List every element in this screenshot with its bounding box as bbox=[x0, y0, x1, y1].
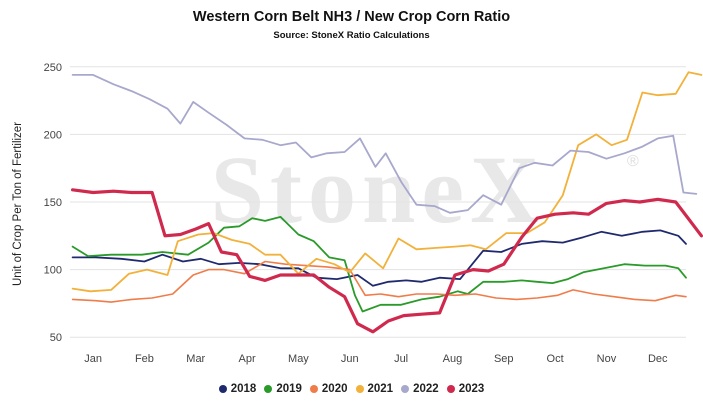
x-tick-label: Apr bbox=[239, 353, 256, 365]
y-tick-label: 250 bbox=[44, 62, 62, 74]
x-tick-label: Jun bbox=[341, 353, 359, 365]
y-tick-label: 150 bbox=[44, 197, 62, 209]
legend-swatch-icon bbox=[355, 385, 364, 393]
legend-item-2018[interactable]: 2018 bbox=[218, 383, 257, 395]
legend-label: 2021 bbox=[367, 383, 394, 395]
legend-item-2022[interactable]: 2022 bbox=[401, 383, 439, 395]
x-tick-label: Oct bbox=[547, 353, 564, 365]
x-tick-label: Jan bbox=[84, 353, 102, 365]
legend-swatch-icon bbox=[218, 385, 227, 393]
watermark-registered-mark: ® bbox=[627, 153, 639, 170]
series-line-2021 bbox=[71, 71, 703, 293]
x-tick-label: Nov bbox=[597, 353, 617, 365]
series-line-2019 bbox=[71, 215, 687, 313]
series-line-2020 bbox=[71, 260, 687, 303]
legend-swatch-icon bbox=[401, 385, 410, 393]
x-tick-label: Aug bbox=[443, 353, 463, 365]
chart-subtitle: Source: StoneX Ratio Calculations bbox=[273, 30, 430, 41]
legend-label: 2019 bbox=[276, 383, 302, 395]
y-axis-label: Unit of Crop Per Ton of Fertilizer bbox=[12, 122, 24, 286]
legend-item-2021[interactable]: 2021 bbox=[355, 383, 394, 395]
x-tick-label: Sep bbox=[494, 353, 514, 365]
legend-item-2019[interactable]: 2019 bbox=[264, 383, 302, 395]
y-tick-label: 50 bbox=[50, 332, 62, 344]
legend-item-2020[interactable]: 2020 bbox=[309, 383, 348, 395]
x-tick-label: Feb bbox=[135, 353, 154, 365]
x-tick-label: May bbox=[288, 353, 309, 365]
y-tick-label: 100 bbox=[44, 265, 62, 277]
legend-swatch-icon bbox=[309, 385, 318, 393]
legend-swatch-icon bbox=[446, 385, 455, 393]
legend-label: 2022 bbox=[413, 383, 439, 395]
x-tick-label: Dec bbox=[648, 353, 668, 365]
legend-swatch-icon bbox=[264, 385, 273, 393]
y-tick-label: 200 bbox=[44, 129, 62, 141]
chart-title: Western Corn Belt NH3 / New Crop Corn Ra… bbox=[192, 9, 511, 25]
legend-label: 2018 bbox=[230, 383, 257, 395]
legend: 2018 2019 2020 2021 2022 2023 bbox=[0, 383, 703, 396]
legend-label: 2020 bbox=[321, 383, 348, 395]
series-line-2018 bbox=[71, 229, 687, 287]
series-line-2023 bbox=[70, 188, 703, 334]
legend-label: 2023 bbox=[458, 383, 485, 395]
x-tick-label: Mar bbox=[186, 353, 205, 365]
x-tick-label: Jul bbox=[394, 353, 408, 365]
series-line-2022 bbox=[71, 74, 698, 214]
legend-item-2023[interactable]: 2023 bbox=[446, 383, 485, 395]
watermark: StoneX bbox=[211, 136, 546, 243]
